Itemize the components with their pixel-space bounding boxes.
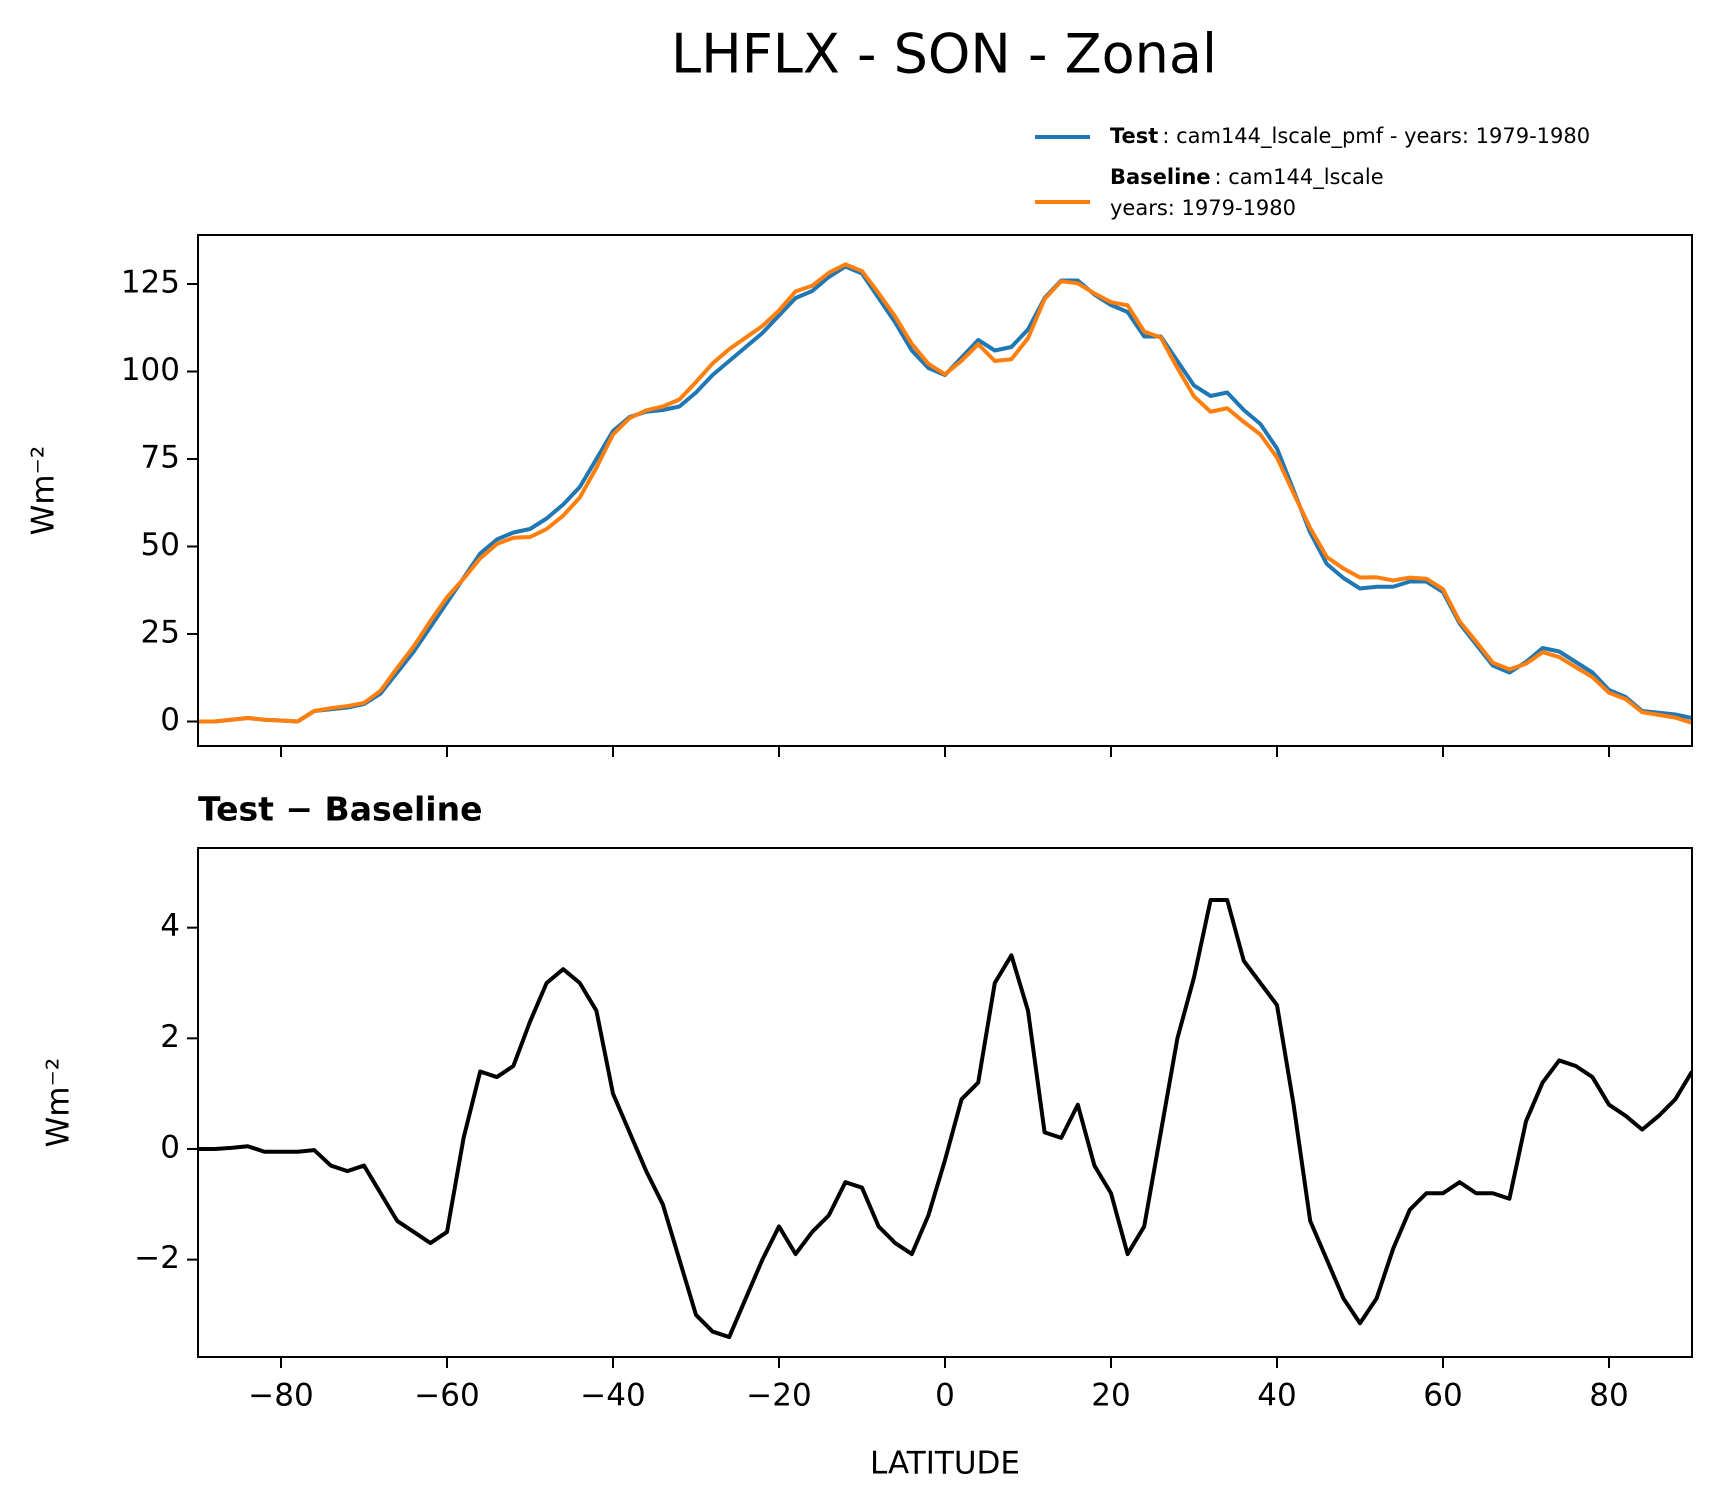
- y-tick-label: 0: [160, 1129, 180, 1165]
- y-tick-label: 25: [141, 615, 180, 651]
- y-tick-label: 0: [160, 702, 180, 738]
- x-tick-label: 0: [935, 1378, 955, 1414]
- subplot-title: Test − Baseline: [198, 790, 483, 829]
- x-tick-label: 40: [1257, 1378, 1296, 1414]
- legend-text: : cam144_lscale_pmf - years: 1979-1980: [1162, 124, 1590, 149]
- legend-name: Test: [1110, 124, 1158, 148]
- y-axis-label: Wm⁻²: [41, 1058, 77, 1148]
- x-tick-label: −60: [414, 1378, 479, 1414]
- y-tick-label: 125: [121, 265, 180, 301]
- plot-frame: [197, 234, 1693, 747]
- x-tick-label: −80: [248, 1378, 313, 1414]
- y-tick-label: −2: [134, 1240, 180, 1276]
- x-axis-label: LATITUDE: [870, 1446, 1020, 1482]
- y-tick-label: 75: [141, 440, 180, 476]
- x-tick-label: 80: [1589, 1378, 1628, 1414]
- data-line: [198, 264, 1692, 724]
- data-line: [198, 262, 1692, 725]
- y-tick-label: 100: [121, 352, 180, 388]
- y-tick-label: 2: [160, 1019, 180, 1055]
- x-tick-label: −40: [580, 1378, 645, 1414]
- figure-title: LHFLX - SON - Zonal: [671, 23, 1217, 86]
- x-tick-label: 20: [1091, 1378, 1130, 1414]
- plot-frame: [197, 847, 1693, 1358]
- x-tick-label: −20: [746, 1378, 811, 1414]
- legend-text: : cam144_lscale: [1215, 165, 1384, 190]
- y-axis-label: Wm⁻²: [26, 446, 62, 536]
- data-line: [198, 898, 1692, 1340]
- y-tick-label: 4: [160, 908, 180, 944]
- legend-text: years: 1979-1980: [1110, 196, 1296, 220]
- legend-name: Baseline: [1110, 165, 1211, 189]
- y-tick-label: 50: [141, 527, 180, 563]
- x-tick-label: 60: [1423, 1378, 1462, 1414]
